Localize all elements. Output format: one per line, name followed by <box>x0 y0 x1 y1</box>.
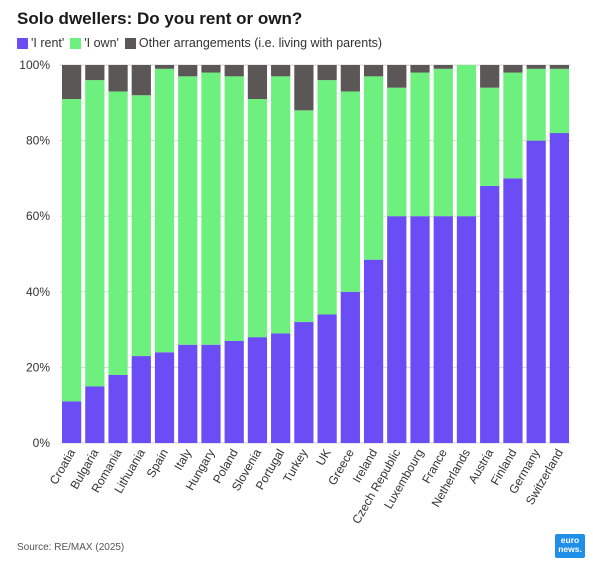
bar-segment-own <box>549 68 569 134</box>
bar-segment-rent <box>178 344 198 443</box>
source-note: Source: RE/MAX (2025) <box>17 542 125 553</box>
bar-segment-rent <box>340 291 360 443</box>
y-tick-label: 100% <box>19 58 50 72</box>
bar-segment-other <box>340 65 360 92</box>
bar-segment-rent <box>131 356 151 443</box>
bar-segment-rent <box>433 216 453 443</box>
bar-segment-other <box>154 65 175 69</box>
y-tick-label: 40% <box>26 285 50 299</box>
bar-segment-own <box>62 99 82 402</box>
bar-segment-own <box>456 65 477 217</box>
bar-segment-other <box>549 65 569 69</box>
logo-text-top: euro <box>560 535 580 545</box>
x-tick-label: Spain <box>144 447 171 481</box>
y-tick-label: 20% <box>26 360 50 374</box>
bar-segment-other <box>178 65 198 77</box>
bar-segment-own <box>294 110 314 323</box>
x-tick-label: UK <box>313 447 333 468</box>
bar-segment-other <box>410 65 430 73</box>
bar-segment-other <box>271 65 291 77</box>
bar-segment-own <box>154 68 175 353</box>
bar-segment-other <box>363 65 384 77</box>
bar-segment-own <box>178 76 198 345</box>
bar-segment-rent <box>363 259 384 443</box>
legend-item-own: 'I own' <box>70 36 119 50</box>
bar-segment-other <box>131 65 151 96</box>
bar-segment-own <box>317 80 337 315</box>
bar-segment-rent <box>503 178 523 443</box>
bar-segment-other <box>317 65 337 81</box>
bar-segment-rent <box>526 140 546 443</box>
bar-segment-own <box>387 87 407 217</box>
bar-segment-own <box>271 76 291 334</box>
bar-segment-rent <box>224 340 244 443</box>
legend-item-other: Other arrangements (i.e. living with par… <box>124 36 383 50</box>
legend-swatch-own <box>70 37 82 49</box>
bar-segment-other <box>85 65 105 81</box>
y-tick-label: 60% <box>26 209 50 223</box>
bar-segment-other <box>108 65 128 92</box>
legend-label-other: Other arrangements (i.e. living with par… <box>138 36 383 50</box>
bar-segment-rent <box>549 133 569 444</box>
bar-segment-own <box>108 91 128 375</box>
euronews-logo: euro news. <box>555 534 585 558</box>
bar-segment-own <box>131 95 151 357</box>
chart-title: Solo dwellers: Do you rent or own? <box>17 9 303 28</box>
bar-segment-other <box>247 65 268 100</box>
legend-label-own: 'I own' <box>84 36 119 50</box>
y-tick-label: 0% <box>33 436 51 450</box>
bar-segment-other <box>433 65 453 69</box>
bar-segment-rent <box>62 401 82 443</box>
y-tick-label: 80% <box>26 134 50 148</box>
bar-segment-own <box>247 99 268 338</box>
bar-segment-own <box>224 76 244 341</box>
bar-segment-other <box>387 65 407 88</box>
bar-segment-rent <box>247 337 268 443</box>
bar-segment-other <box>224 65 244 77</box>
bar-segment-rent <box>317 314 337 443</box>
bar-segment-rent <box>387 216 407 443</box>
bar-segment-rent <box>294 322 314 443</box>
bar-segment-other <box>526 65 546 69</box>
bar-segment-rent <box>85 386 105 443</box>
bar-segment-other <box>62 65 82 100</box>
chart-legend: 'I rent' 'I own' Other arrangements (i.e… <box>17 36 388 50</box>
bar-segment-own <box>433 68 453 217</box>
bar-segment-rent <box>271 333 291 443</box>
bar-segment-other <box>294 65 314 111</box>
bar-segment-own <box>85 80 105 387</box>
bar-segment-rent <box>108 374 128 443</box>
bar-segment-rent <box>154 352 175 443</box>
legend-item-rent: 'I rent' <box>17 36 64 50</box>
stacked-bar-chart: 0%20%40%60%80%100%CroatiaBulgariaRomania… <box>19 58 571 526</box>
legend-swatch-other <box>124 37 136 49</box>
bar-segment-rent <box>201 344 221 443</box>
bar-segment-other <box>480 65 500 88</box>
logo-text-bottom: news. <box>558 544 582 554</box>
bar-segment-rent <box>480 185 500 443</box>
bar-segment-own <box>480 87 500 186</box>
bar-segment-own <box>340 91 360 292</box>
bar-segment-other <box>201 65 221 73</box>
bar-segment-rent <box>456 216 477 443</box>
bar-segment-other <box>503 65 523 73</box>
bar-segment-own <box>410 72 430 217</box>
bar-segment-own <box>201 72 221 345</box>
legend-label-rent: 'I rent' <box>31 36 65 50</box>
legend-swatch-rent <box>17 37 28 49</box>
bar-segment-own <box>526 68 546 141</box>
bar-segment-own <box>363 76 384 260</box>
bar-segment-own <box>503 72 523 179</box>
bar-segment-rent <box>410 216 430 443</box>
x-tick-label: Italy <box>171 447 194 473</box>
